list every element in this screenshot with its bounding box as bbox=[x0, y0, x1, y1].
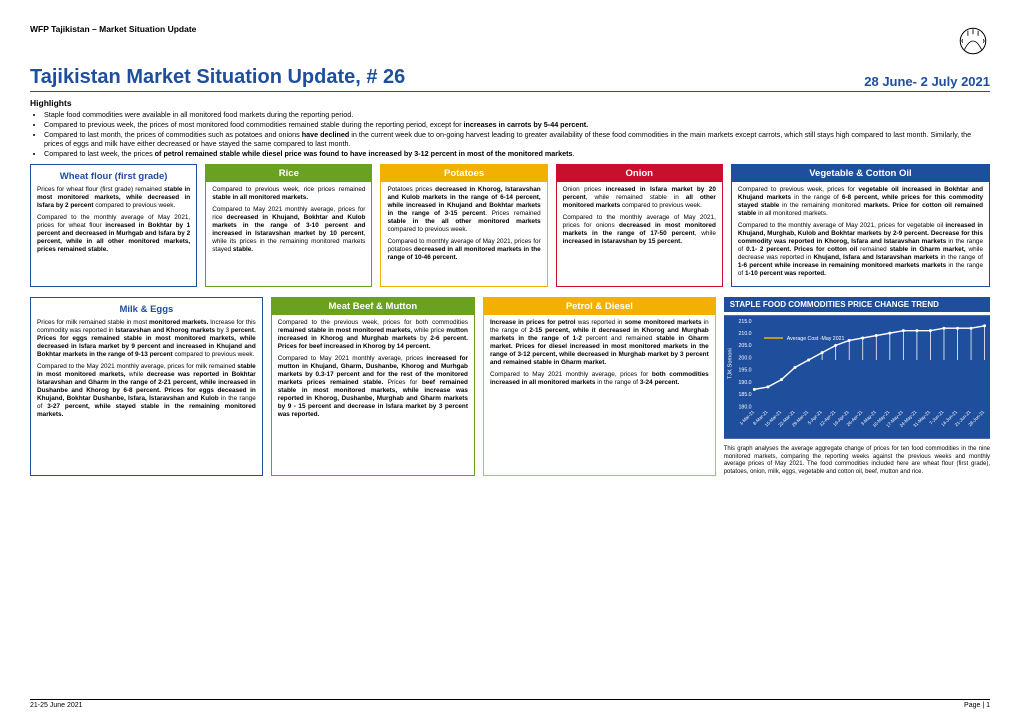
highlight-item: Compared to previous week, the prices of… bbox=[44, 120, 990, 129]
svg-text:215.0: 215.0 bbox=[738, 319, 751, 325]
footer-date: 21-25 June 2021 bbox=[30, 702, 83, 709]
commodity-card: Potatoes Potatoes prices decreased in Kho… bbox=[380, 164, 547, 287]
card-body: Prices for milk remained stable in most … bbox=[37, 319, 256, 423]
highlight-item: Compared to last week, the prices of pet… bbox=[44, 149, 990, 158]
chart-caption: This graph analyses the average aggregat… bbox=[724, 446, 990, 476]
highlight-item: Staple food commodities were available i… bbox=[44, 110, 990, 119]
svg-text:185.0: 185.0 bbox=[738, 392, 751, 398]
commodity-card: Onion Onion prices increased in Isfara ma… bbox=[556, 164, 723, 287]
wfp-logo-icon bbox=[956, 24, 990, 60]
highlights-heading: Highlights bbox=[30, 98, 990, 108]
commodity-card: Vegetable & Cotton Oil Compared to previo… bbox=[731, 164, 990, 287]
card-body: Increase in prices for petrol was report… bbox=[490, 319, 709, 391]
commodity-card: Milk & EggsPrices for milk remained stab… bbox=[30, 297, 263, 476]
card-body: Prices for wheat flour (first grade) rem… bbox=[37, 186, 190, 258]
card-body: Compared to the previous week, prices fo… bbox=[278, 319, 468, 423]
highlight-item: Compared to last month, the prices of co… bbox=[44, 130, 990, 148]
svg-text:180.0: 180.0 bbox=[738, 404, 751, 410]
date-range: 28 June- 2 July 2021 bbox=[864, 74, 990, 89]
card-title: Potatoes bbox=[381, 165, 546, 182]
svg-text:Average Cost -May 2021: Average Cost -May 2021 bbox=[786, 336, 844, 342]
highlights-list: Staple food commodities were available i… bbox=[44, 110, 990, 158]
commodity-row-1: Wheat flour (first grade)Prices for whea… bbox=[30, 164, 990, 287]
card-body: Compared to previous week, prices for ve… bbox=[738, 186, 983, 282]
card-title: Vegetable & Cotton Oil bbox=[732, 165, 989, 182]
card-body: Onion prices increased in Isfara market … bbox=[563, 186, 716, 250]
chart-card: STAPLE FOOD COMMODITIES PRICE CHANGE TRE… bbox=[724, 297, 990, 476]
card-title: Petrol & Diesel bbox=[484, 298, 715, 315]
title-row: Tajikistan Market Situation Update, # 26… bbox=[30, 66, 990, 92]
svg-text:190.0: 190.0 bbox=[738, 380, 751, 386]
card-title: Milk & Eggs bbox=[37, 302, 256, 319]
commodity-card: Meat Beef & Mutton Compared to the previo… bbox=[271, 297, 475, 476]
commodity-card: Rice Compared to previous week, rice pric… bbox=[205, 164, 372, 287]
card-title: Meat Beef & Mutton bbox=[272, 298, 474, 315]
page-title: Tajikistan Market Situation Update, # 26 bbox=[30, 66, 405, 89]
svg-text:TJK Somoni: TJK Somoni bbox=[727, 348, 733, 379]
commodity-row-2: Milk & EggsPrices for milk remained stab… bbox=[30, 297, 990, 476]
svg-text:200.0: 200.0 bbox=[738, 355, 751, 361]
chart-title: STAPLE FOOD COMMODITIES PRICE CHANGE TRE… bbox=[724, 297, 990, 312]
card-title: Wheat flour (first grade) bbox=[37, 169, 190, 186]
header-bar: WFP Tajikistan – Market Situation Update bbox=[30, 24, 990, 60]
svg-text:205.0: 205.0 bbox=[738, 343, 751, 349]
card-title: Onion bbox=[557, 165, 722, 182]
card-body: Compared to previous week, rice prices r… bbox=[212, 186, 365, 258]
svg-text:210.0: 210.0 bbox=[738, 331, 751, 337]
price-trend-chart: 180.0 185.0 190.0 195.0 200.0 205.0 210.0 215.0… bbox=[724, 312, 990, 442]
commodity-card: Petrol & Diesel Increase in prices for pe… bbox=[483, 297, 716, 476]
svg-text:195.0: 195.0 bbox=[738, 368, 751, 374]
commodity-card: Wheat flour (first grade)Prices for whea… bbox=[30, 164, 197, 287]
card-title: Rice bbox=[206, 165, 371, 182]
footer: 21-25 June 2021 Page | 1 bbox=[30, 699, 990, 709]
footer-page: Page | 1 bbox=[964, 702, 990, 709]
org-line: WFP Tajikistan – Market Situation Update bbox=[30, 24, 196, 34]
card-body: Potatoes prices decreased in Khorog, Ist… bbox=[387, 186, 540, 266]
